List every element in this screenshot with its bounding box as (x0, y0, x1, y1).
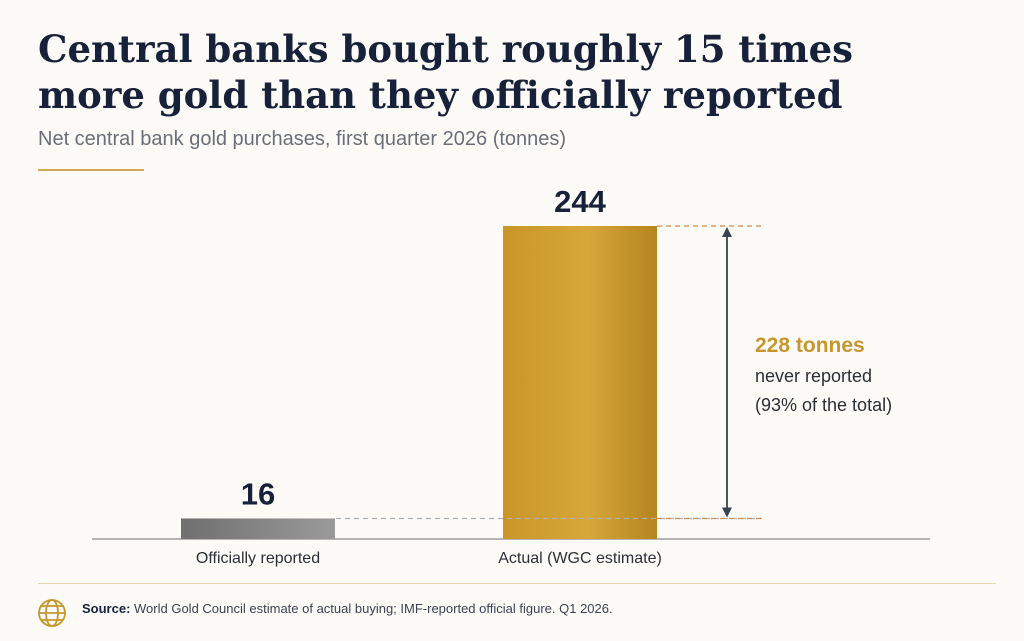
data-label: 16 (241, 476, 275, 511)
title-line-2: more gold than they officially reported (38, 73, 843, 117)
source-label: Source: (82, 601, 131, 616)
title-accent-rule (38, 169, 144, 171)
bar-actual-estimate (503, 226, 657, 539)
annotation-line-2: (93% of the total) (755, 395, 892, 415)
data-label: 244 (554, 184, 606, 219)
chart-title: Central banks bought roughly 15 times mo… (38, 26, 938, 118)
category-label: Actual (WGC estimate) (498, 550, 662, 567)
bar-chart: 16 Officially reported 244 Actual (WGC esti… (92, 184, 930, 567)
bar-officially-reported (181, 518, 335, 539)
annotation-line-1: never reported (755, 366, 872, 386)
footer-divider (38, 583, 996, 584)
annotation-headline: 228 tonnes (755, 334, 865, 357)
category-label: Officially reported (196, 550, 320, 567)
source-text: World Gold Council estimate of actual bu… (130, 601, 613, 616)
globe-icon (38, 599, 66, 627)
source-note: Source: World Gold Council estimate of a… (82, 601, 613, 616)
chart-subtitle: Net central bank gold purchases, first q… (38, 128, 567, 150)
title-line-1: Central banks bought roughly 15 times (38, 27, 853, 71)
